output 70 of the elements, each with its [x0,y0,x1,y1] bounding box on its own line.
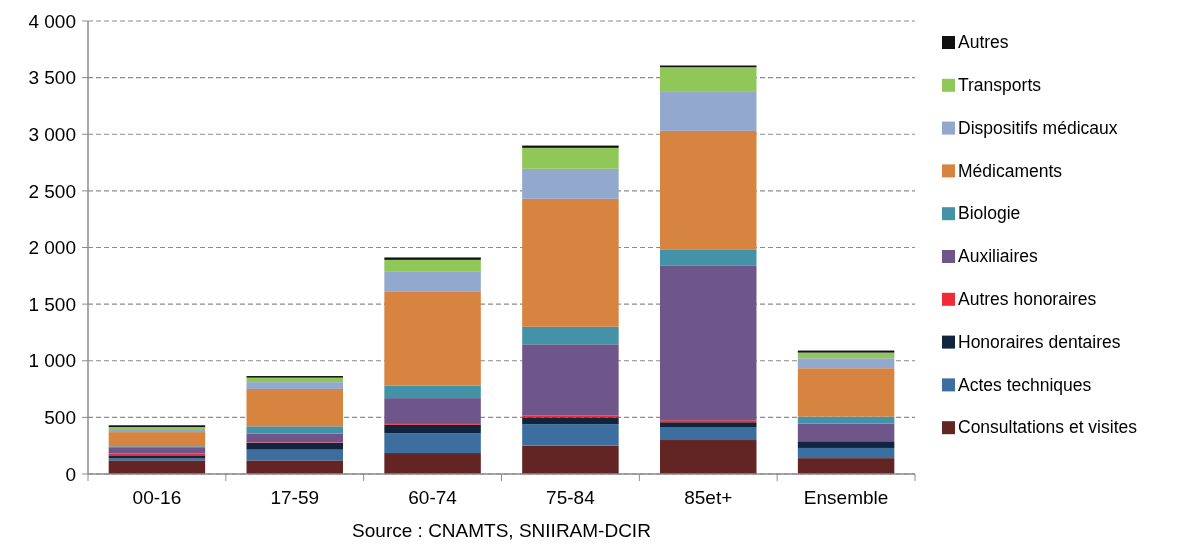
bar [797,368,895,417]
bar [384,259,481,272]
bar [108,432,206,447]
bar [384,424,481,434]
bar [522,326,619,345]
legend-label: Actes techniques [958,374,1092,395]
bar [246,433,343,443]
bar [797,358,895,369]
bar [384,271,481,292]
bar [797,458,895,474]
bar [384,257,481,260]
legend-label: Médicaments [958,160,1063,181]
bar [660,422,757,428]
legend-label: Transports [958,74,1042,95]
bar [660,130,757,250]
y-tick-label: 3 500 [28,67,76,89]
bar [522,198,619,327]
bar [522,344,619,416]
x-tick-label: Ensemble [803,487,889,508]
bar [797,441,895,448]
bar [660,91,757,131]
bar [660,265,757,421]
bar [246,426,343,434]
bar [522,417,619,425]
bar [522,168,619,199]
bar [660,427,757,441]
bar [108,460,206,474]
y-tick-label: 4 000 [28,10,76,32]
y-tick-label: 0 [65,463,76,485]
bar [246,388,343,427]
x-tick-label: 17-59 [270,487,320,508]
bar [660,420,757,423]
legend-label: Honoraires dentaires [958,331,1121,352]
bar [522,147,619,169]
legend-label: Consultations et visites [958,417,1138,438]
legend-label: Auxiliaires [958,246,1038,267]
bar [660,249,757,266]
bar [384,433,481,454]
bar [522,445,619,474]
bar [797,423,895,442]
x-tick-label: 00-16 [132,487,182,508]
y-tick-label: 2 000 [28,237,76,259]
bar [246,382,343,389]
legend-label: Autres [958,32,1009,53]
y-tick-label: 3 000 [28,123,76,145]
bar [522,424,619,446]
bar [108,447,206,454]
y-tick-label: 500 [44,407,76,429]
bar [797,416,895,424]
bar [797,350,895,353]
x-tick-label: 75-84 [546,487,596,508]
legend-label: Dispositifs médicaux [958,117,1118,138]
bar [660,67,757,92]
source-note: Source : CNAMTS, SNIIRAM-DCIR [352,520,651,541]
bar [384,385,481,399]
x-tick-label: 60-74 [408,487,458,508]
legend-label: Autres honoraires [958,288,1097,309]
y-tick-label: 1 000 [28,350,76,372]
bar [797,447,895,459]
x-tick-label: 85et+ [684,487,733,508]
bar [384,453,481,474]
y-tick-label: 2 500 [28,180,76,202]
legend-label: Biologie [958,203,1021,224]
bar [660,440,757,474]
bar [246,442,343,450]
bar [246,460,343,474]
bar [246,449,343,461]
bar [384,291,481,386]
bar [384,398,481,424]
y-tick-label: 1 500 [28,293,76,315]
